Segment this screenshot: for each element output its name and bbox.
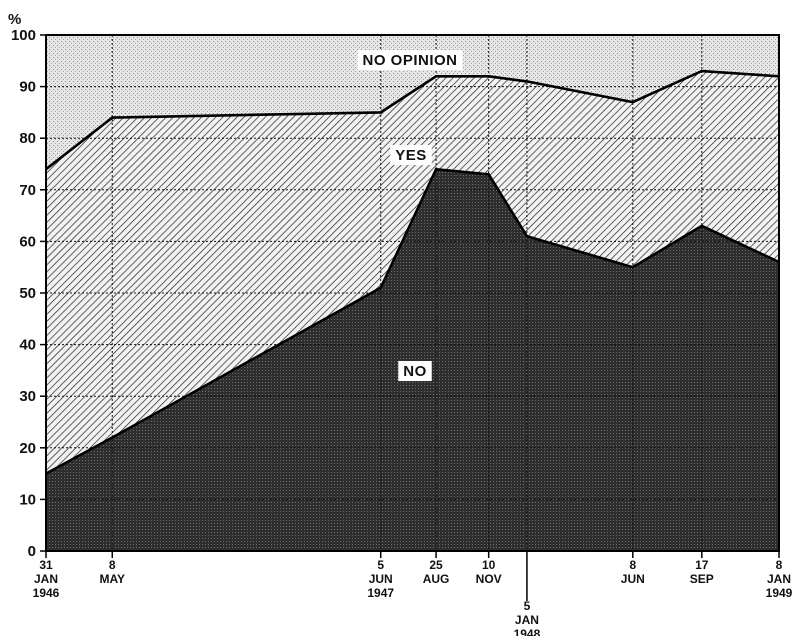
y-axis-label: % xyxy=(8,11,21,28)
x-tick-label: 17 xyxy=(695,558,709,572)
svg-text:NO OPINION: NO OPINION xyxy=(362,52,457,69)
x-tick-label: 31 xyxy=(39,558,53,572)
y-tick-label: 100 xyxy=(11,27,36,44)
x-tick-label: JUN xyxy=(621,572,645,586)
y-tick-label: 30 xyxy=(19,388,36,405)
y-tick-label: 10 xyxy=(19,491,36,508)
x-tick-label: 1949 xyxy=(766,586,793,600)
y-tick-label: 80 xyxy=(19,130,36,147)
x-tick-label: 25 xyxy=(429,558,443,572)
x-tick-label: JUN xyxy=(369,572,393,586)
area-yes xyxy=(46,71,779,474)
x-tick-label: JAN xyxy=(767,572,791,586)
y-tick-label: 60 xyxy=(19,233,36,250)
area-no xyxy=(46,169,779,551)
area-label-no-opinion: NO OPINION xyxy=(357,50,463,70)
x-tick-label: 1946 xyxy=(33,586,60,600)
y-tick-label: 40 xyxy=(19,337,36,354)
boundary-line-no xyxy=(45,167,780,475)
x-tick-label: MAY xyxy=(99,572,125,586)
x-tick-label: SEP xyxy=(690,572,714,586)
area-label-no: NO xyxy=(398,361,432,381)
x-tick-label: 5 xyxy=(524,599,531,613)
x-tick-label: 8 xyxy=(109,558,116,572)
area-label-yes: YES xyxy=(390,145,432,165)
x-tick-label: 1947 xyxy=(367,586,394,600)
y-tick-label: 90 xyxy=(19,79,36,96)
x-tick-label: JAN xyxy=(34,572,58,586)
boundary-line-yes xyxy=(45,69,780,171)
y-tick-label: 70 xyxy=(19,182,36,199)
svg-text:NO: NO xyxy=(403,363,427,380)
x-tick-label: JAN xyxy=(515,613,539,627)
svg-text:YES: YES xyxy=(395,147,427,164)
area-no-opinion xyxy=(46,35,779,170)
y-tick-label: 50 xyxy=(19,285,36,302)
y-tick-label: 0 xyxy=(28,543,36,560)
x-tick-label: 10 xyxy=(482,558,496,572)
x-tick-label: NOV xyxy=(476,572,502,586)
y-tick-label: 20 xyxy=(19,440,36,457)
x-tick-label: 5 xyxy=(377,558,384,572)
x-tick-label: AUG xyxy=(423,572,450,586)
x-tick-label: 1948 xyxy=(514,627,541,636)
x-tick-label: 8 xyxy=(629,558,636,572)
x-tick-label: 8 xyxy=(776,558,783,572)
